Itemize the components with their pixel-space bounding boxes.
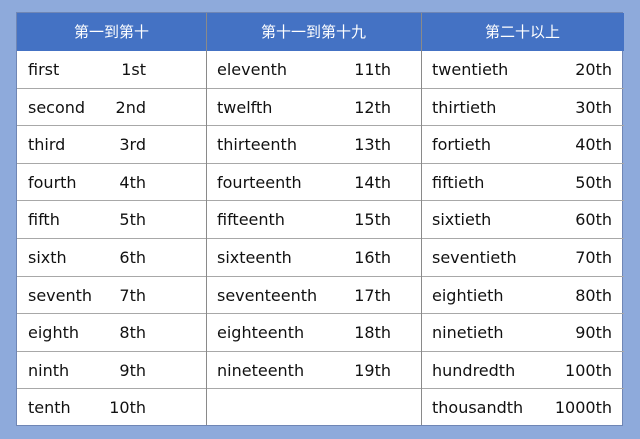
ordinal-word: thirteenth [217, 135, 297, 155]
ordinal-abbreviation: 11th [354, 60, 391, 79]
ordinal-word: eighth [28, 323, 79, 343]
ordinal-word: nineteenth [217, 360, 305, 380]
ordinal-abbreviation: 70th [575, 248, 612, 267]
ordinal-abbreviation: 60th [575, 210, 612, 230]
ordinal-word: fourteenth [217, 172, 302, 192]
ordinal-word: fifteenth [217, 210, 285, 230]
ordinal-word: ninth [28, 360, 70, 380]
ordinal-abbreviation: 8th [119, 323, 146, 343]
table-cell [206, 389, 421, 427]
table-cell: third 3rd [17, 126, 206, 164]
ordinal-word: eightieth [432, 285, 504, 305]
ordinal-abbreviation: 1st [121, 60, 146, 79]
table-cell: ninth 9th [17, 352, 206, 390]
ordinal-abbreviation: 20th [575, 60, 612, 79]
ordinal-word: third [28, 135, 66, 155]
table-cell: sixteenth 16th [206, 239, 421, 277]
column-header: 第一到第十 [17, 13, 206, 51]
ordinal-word: sixtieth [432, 210, 492, 230]
column-header: 第二十以上 [421, 13, 624, 51]
ordinal-numbers-table: 第一到第十 first 1st second 2nd third 3rd fourth 4th f… [16, 12, 624, 427]
column-header: 第十一到第十九 [206, 13, 421, 51]
ordinal-abbreviation: 14th [354, 172, 391, 192]
ordinal-word: hundredth [432, 360, 516, 380]
ordinal-abbreviation: 100th [565, 360, 612, 380]
table-cell: eighteenth 18th [206, 314, 421, 352]
ordinal-abbreviation: 7th [119, 285, 146, 305]
ordinal-abbreviation: 19th [354, 360, 391, 380]
column-divider [206, 13, 207, 425]
ordinal-abbreviation: 17th [354, 285, 391, 305]
ordinal-word: twelfth [217, 97, 273, 117]
ordinal-word: ninetieth [432, 323, 504, 343]
table-cell: twentieth 20th [421, 51, 624, 89]
table-cell: seventeenth 17th [206, 277, 421, 315]
table-cell: sixth 6th [17, 239, 206, 277]
ordinal-word: second [28, 97, 86, 117]
ordinal-word: fifth [28, 210, 60, 230]
table-cell: ninetieth 90th [421, 314, 624, 352]
table-cell: eightieth 80th [421, 277, 624, 315]
ordinal-abbreviation: 1000th [554, 398, 612, 418]
table-cell: seventieth 70th [421, 239, 624, 277]
ordinal-word: fortieth [432, 135, 491, 155]
table-cell: fourth 4th [17, 164, 206, 202]
ordinal-abbreviation: 10th [109, 398, 146, 418]
table-cell: eighth 8th [17, 314, 206, 352]
ordinal-abbreviation: 18th [354, 323, 391, 343]
ordinal-word: first [28, 60, 60, 79]
table-cell: fortieth 40th [421, 126, 624, 164]
ordinal-abbreviation: 30th [575, 97, 612, 117]
ordinal-word: twentieth [432, 60, 509, 79]
ordinal-word: eighteenth [217, 323, 305, 343]
table-cell: fifteenth 15th [206, 201, 421, 239]
ordinal-abbreviation: 80th [575, 285, 612, 305]
ordinal-word: tenth [28, 398, 71, 418]
table-cell: second 2nd [17, 89, 206, 127]
ordinal-word: fiftieth [432, 172, 485, 192]
table-cell: fifth 5th [17, 201, 206, 239]
table-cell: sixtieth 60th [421, 201, 624, 239]
table-cell: tenth 10th [17, 389, 206, 427]
ordinal-abbreviation: 90th [575, 323, 612, 343]
ordinal-word: seventh [28, 285, 93, 305]
table-cell: fourteenth 14th [206, 164, 421, 202]
ordinal-word: seventieth [432, 248, 517, 267]
ordinal-abbreviation: 16th [354, 248, 391, 267]
ordinal-abbreviation: 50th [575, 172, 612, 192]
ordinal-word: eleventh [217, 60, 287, 79]
ordinal-abbreviation: 40th [575, 135, 612, 155]
ordinal-abbreviation: 9th [119, 360, 146, 380]
table-cell: first 1st [17, 51, 206, 89]
ordinal-word: fourth [28, 172, 77, 192]
table-cell: eleventh 11th [206, 51, 421, 89]
table-cell: thirteenth 13th [206, 126, 421, 164]
ordinal-abbreviation: 6th [119, 248, 146, 267]
ordinal-abbreviation: 13th [354, 135, 391, 155]
ordinal-word: seventeenth [217, 285, 318, 305]
ordinal-abbreviation: 12th [354, 97, 391, 117]
ordinal-abbreviation: 15th [354, 210, 391, 230]
ordinal-abbreviation: 5th [119, 210, 146, 230]
ordinal-word: sixth [28, 248, 67, 267]
table-cell: thousandth 1000th [421, 389, 624, 427]
table-cell: hundredth 100th [421, 352, 624, 390]
table-cell: fiftieth 50th [421, 164, 624, 202]
ordinal-abbreviation: 3rd [119, 135, 146, 155]
column-divider [421, 13, 422, 425]
ordinal-word: thirtieth [432, 97, 497, 117]
table-cell: twelfth 12th [206, 89, 421, 127]
table-cell: thirtieth 30th [421, 89, 624, 127]
table-cell: nineteenth 19th [206, 352, 421, 390]
ordinal-abbreviation: 4th [119, 172, 146, 192]
ordinal-abbreviation: 2nd [115, 97, 146, 117]
ordinal-word: sixteenth [217, 248, 292, 267]
ordinal-word: thousandth [432, 398, 524, 418]
table-cell: seventh 7th [17, 277, 206, 315]
